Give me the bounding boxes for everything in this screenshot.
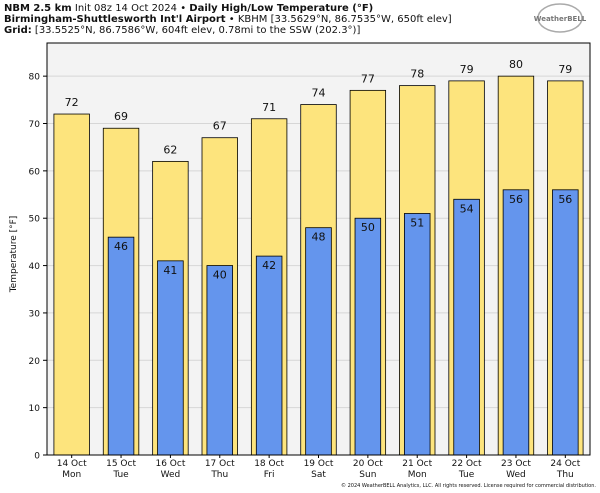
data-label: 79 bbox=[558, 63, 572, 76]
header-text: Birmingham-Shuttlesworth Int'l Airport bbox=[4, 14, 226, 25]
data-label: 54 bbox=[460, 202, 474, 215]
data-label: 51 bbox=[410, 216, 424, 229]
low-bar bbox=[157, 260, 184, 456]
header-line: NBM 2.5 km Init 08z 14 Oct 2024 • Daily … bbox=[4, 3, 373, 14]
x-tick-label: Fri bbox=[264, 470, 275, 480]
y-tick-label: 10 bbox=[29, 404, 41, 414]
data-label: 74 bbox=[312, 87, 326, 100]
x-tick-label: 14 Oct bbox=[57, 459, 87, 469]
data-label: 48 bbox=[312, 231, 326, 244]
y-tick-label: 50 bbox=[29, 215, 41, 225]
low-bar bbox=[354, 217, 382, 456]
low-bar bbox=[502, 189, 530, 456]
data-label: 46 bbox=[114, 240, 128, 253]
x-tick-label: Wed bbox=[161, 470, 181, 480]
data-label: 40 bbox=[213, 269, 227, 282]
low-bar bbox=[552, 189, 579, 456]
high-bar bbox=[53, 113, 90, 456]
y-tick-label: 70 bbox=[29, 120, 41, 130]
data-label: 67 bbox=[213, 120, 227, 133]
x-tick-label: Wed bbox=[506, 470, 526, 480]
y-tick-label: 20 bbox=[29, 357, 41, 367]
data-label: 56 bbox=[558, 193, 572, 206]
low-bar bbox=[403, 213, 431, 456]
low-bar bbox=[305, 227, 332, 456]
data-label: 62 bbox=[163, 143, 177, 156]
logo-text: WeatherBELL bbox=[534, 15, 587, 23]
x-tick-label: 16 Oct bbox=[155, 459, 185, 469]
y-tick-label: 80 bbox=[29, 73, 41, 83]
low-bar bbox=[206, 265, 234, 456]
low-bar bbox=[453, 198, 480, 456]
x-tick-label: 23 Oct bbox=[501, 459, 531, 469]
x-tick-label: 18 Oct bbox=[254, 459, 284, 469]
data-label: 79 bbox=[460, 63, 474, 76]
x-tick-label: Sat bbox=[311, 470, 326, 480]
y-tick-label: 30 bbox=[29, 309, 41, 319]
x-tick-label: 24 Oct bbox=[550, 459, 580, 469]
y-tick-label: 40 bbox=[29, 262, 41, 272]
header-text: [33.5525°N, 86.7586°W, 604ft elev, 0.78m… bbox=[32, 25, 361, 36]
logo-swirl bbox=[537, 3, 583, 33]
data-label: 72 bbox=[65, 96, 79, 109]
header-text: Init 08z 14 Oct 2024 • bbox=[72, 3, 190, 14]
data-label: 56 bbox=[509, 193, 523, 206]
data-label: 41 bbox=[163, 264, 177, 277]
footer: © 2024 WeatherBELL Analytics, LLC. All r… bbox=[341, 482, 596, 489]
x-tick-label: 17 Oct bbox=[205, 459, 235, 469]
x-tick-label: Sun bbox=[359, 470, 376, 480]
data-label: 69 bbox=[114, 110, 128, 123]
logo: WeatherBELL bbox=[534, 3, 587, 33]
data-label: 77 bbox=[361, 72, 375, 85]
x-tick-label: 15 Oct bbox=[106, 459, 136, 469]
low-bar bbox=[107, 236, 135, 456]
header-text: • KBHM [33.5629°N, 86.7535°W, 650ft elev… bbox=[226, 14, 452, 25]
header-text: NBM 2.5 km bbox=[4, 3, 72, 14]
x-tick-label: Mon bbox=[62, 470, 81, 480]
x-tick-label: Tue bbox=[112, 470, 129, 480]
x-tick-label: 19 Oct bbox=[304, 459, 334, 469]
low-bar bbox=[255, 255, 283, 456]
header-text: Daily High/Low Temperature (°F) bbox=[189, 3, 373, 14]
x-tick-label: Mon bbox=[408, 470, 427, 480]
x-tick-label: 21 Oct bbox=[402, 459, 432, 469]
x-tick-label: Thu bbox=[556, 470, 574, 480]
data-label: 42 bbox=[262, 259, 276, 272]
x-tick-label: Tue bbox=[458, 470, 475, 480]
plot-frame bbox=[46, 42, 591, 456]
header-line: Birmingham-Shuttlesworth Int'l Airport •… bbox=[4, 14, 452, 25]
header-line: Grid: [33.5525°N, 86.7586°W, 604ft elev,… bbox=[4, 25, 360, 36]
data-label: 80 bbox=[509, 58, 523, 71]
y-axis-label: Temperature [°F] bbox=[9, 216, 19, 294]
header-text: Grid: bbox=[4, 25, 32, 36]
y-tick-label: 0 bbox=[34, 452, 40, 462]
x-tick-label: Thu bbox=[210, 470, 228, 480]
data-label: 50 bbox=[361, 221, 375, 234]
data-label: 71 bbox=[262, 101, 276, 114]
data-label: 78 bbox=[410, 68, 424, 81]
x-tick-label: 20 Oct bbox=[353, 459, 383, 469]
y-tick-label: 60 bbox=[29, 167, 41, 177]
x-tick-label: 22 Oct bbox=[452, 459, 482, 469]
